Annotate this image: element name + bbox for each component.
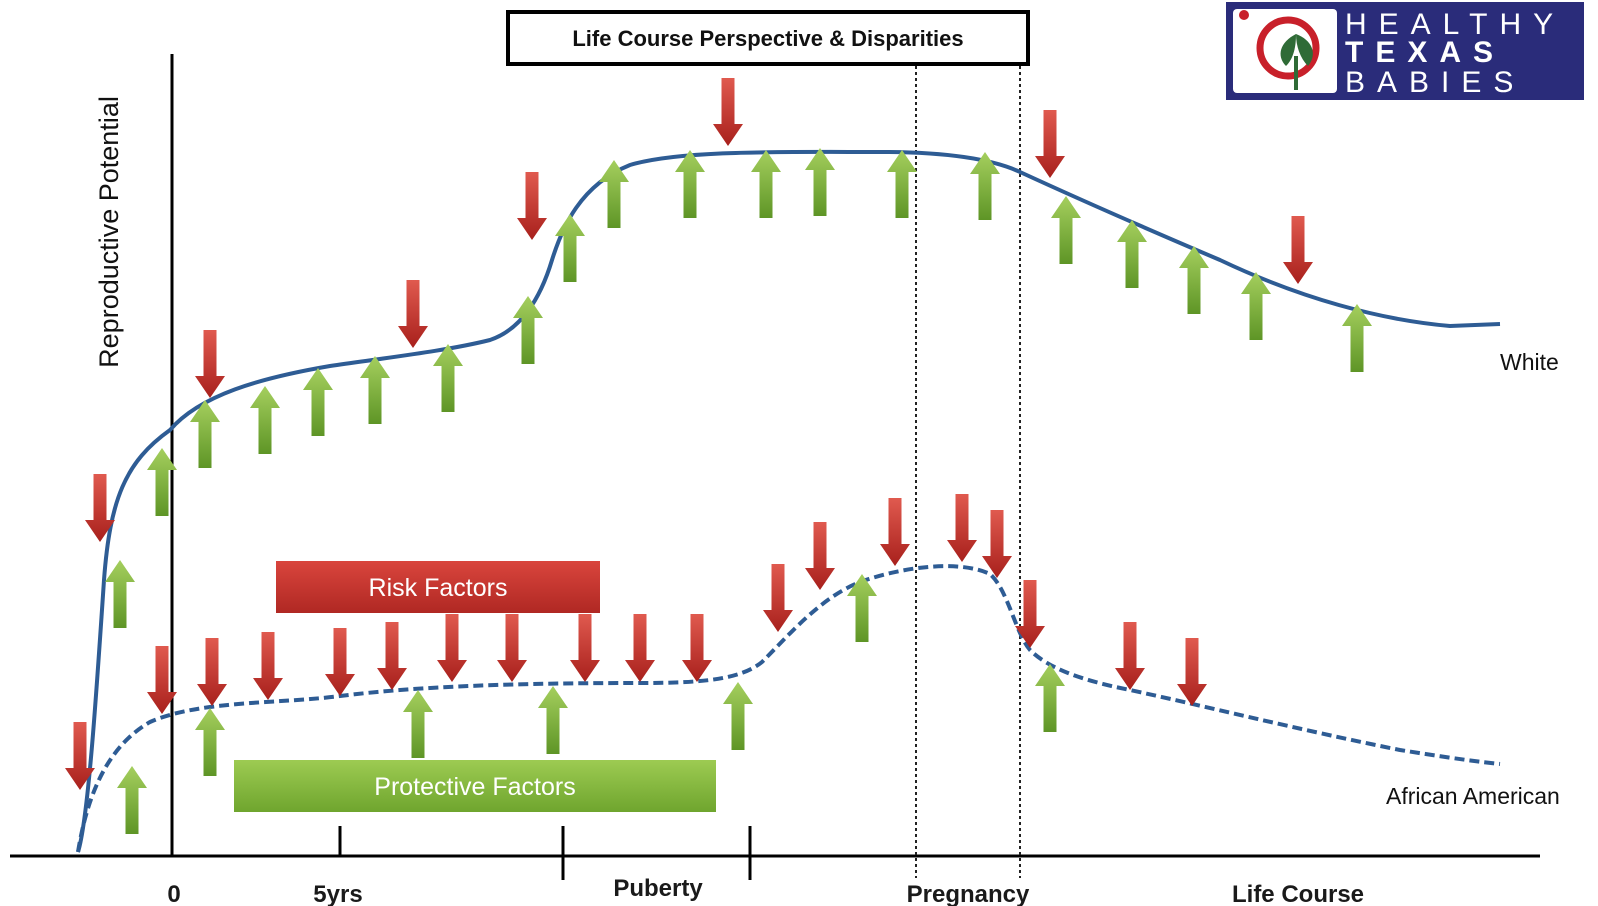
green-up-arrow-icon	[887, 150, 917, 218]
red-down-arrow-icon	[805, 522, 835, 590]
red-down-arrow-icon	[1177, 638, 1207, 706]
red-down-arrow-icon	[1015, 580, 1045, 648]
red-down-arrow-icon	[398, 280, 428, 348]
red-down-arrow-icon	[763, 564, 793, 632]
title-box: Life Course Perspective & Disparities	[506, 10, 1030, 66]
red-down-arrow-icon	[437, 614, 467, 682]
red-down-arrow-icon	[570, 614, 600, 682]
red-down-arrow-icon	[377, 622, 407, 690]
series-label-african-american: African American	[1386, 783, 1560, 809]
red-down-arrow-icon	[497, 614, 527, 682]
protective-factors-legend: Protective Factors	[234, 760, 716, 812]
x-tick-label-5yrs: 5yrs	[313, 881, 362, 906]
red-down-arrow-icon	[682, 614, 712, 682]
green-up-arrow-icon	[1342, 304, 1372, 372]
red-down-arrow-icon	[982, 510, 1012, 578]
green-up-arrow-icon	[1241, 272, 1271, 340]
green-up-arrow-icon	[599, 160, 629, 228]
green-up-arrow-icon	[1179, 246, 1209, 314]
red-down-arrow-icon	[253, 632, 283, 700]
green-up-arrow-icon	[105, 560, 135, 628]
risk-factors-legend: Risk Factors	[276, 561, 600, 613]
y-axis-label: Reproductive Potential	[94, 96, 124, 368]
green-up-arrow-icon	[1035, 664, 1065, 732]
red-down-arrow-icon	[65, 722, 95, 790]
x-tick-label-pregnancy: Pregnancy	[907, 881, 1030, 906]
x-tick-label-0: 0	[167, 881, 180, 906]
green-up-arrow-icon	[751, 150, 781, 218]
red-down-arrow-icon	[947, 494, 977, 562]
green-up-arrow-icon	[513, 296, 543, 364]
green-up-arrow-icon	[303, 368, 333, 436]
logo-emblem-icon	[1239, 10, 1320, 90]
green-up-arrow-icon	[805, 148, 835, 216]
logo-line-2: TEXAS	[1345, 36, 1505, 69]
red-down-arrow-icon	[325, 628, 355, 696]
factor-arrows	[65, 78, 1372, 834]
green-up-arrow-icon	[250, 386, 280, 454]
red-down-arrow-icon	[85, 474, 115, 542]
red-down-arrow-icon	[195, 330, 225, 398]
white-curve	[76, 149, 1501, 853]
green-up-arrow-icon	[147, 448, 177, 516]
red-down-arrow-icon	[517, 172, 547, 240]
green-up-arrow-icon	[847, 574, 877, 642]
red-down-arrow-icon	[713, 78, 743, 146]
green-up-arrow-icon	[433, 344, 463, 412]
logo-line-1: HEALTHY	[1345, 8, 1565, 41]
red-down-arrow-icon	[1115, 622, 1145, 690]
protective-factors-label: Protective Factors	[374, 773, 575, 801]
green-up-arrow-icon	[970, 152, 1000, 220]
x-tick-label-life-course: Life Course	[1232, 881, 1364, 906]
series-label-white: White	[1500, 349, 1559, 375]
risk-factors-label: Risk Factors	[369, 574, 508, 602]
red-down-arrow-icon	[147, 646, 177, 714]
green-up-arrow-icon	[723, 682, 753, 750]
green-up-arrow-icon	[195, 708, 225, 776]
diagram-title: Life Course Perspective & Disparities	[572, 26, 963, 51]
red-down-arrow-icon	[625, 614, 655, 682]
green-up-arrow-icon	[675, 150, 705, 218]
african-american-curve	[76, 564, 1501, 853]
green-up-arrow-icon	[1117, 220, 1147, 288]
red-down-arrow-icon	[1283, 216, 1313, 284]
green-up-arrow-icon	[1051, 196, 1081, 264]
green-up-arrow-icon	[190, 400, 220, 468]
green-up-arrow-icon	[117, 766, 147, 834]
healthy-texas-babies-logo: HEALTHY TEXAS BABIES	[1226, 2, 1584, 100]
green-up-arrow-icon	[555, 214, 585, 282]
red-down-arrow-icon	[197, 638, 227, 706]
green-up-arrow-icon	[403, 690, 433, 758]
red-down-arrow-icon	[880, 498, 910, 566]
green-up-arrow-icon	[360, 356, 390, 424]
green-up-arrow-icon	[538, 686, 568, 754]
logo-line-3: BABIES	[1345, 66, 1525, 99]
red-down-arrow-icon	[1035, 110, 1065, 178]
x-tick-label-puberty: Puberty	[613, 875, 703, 902]
